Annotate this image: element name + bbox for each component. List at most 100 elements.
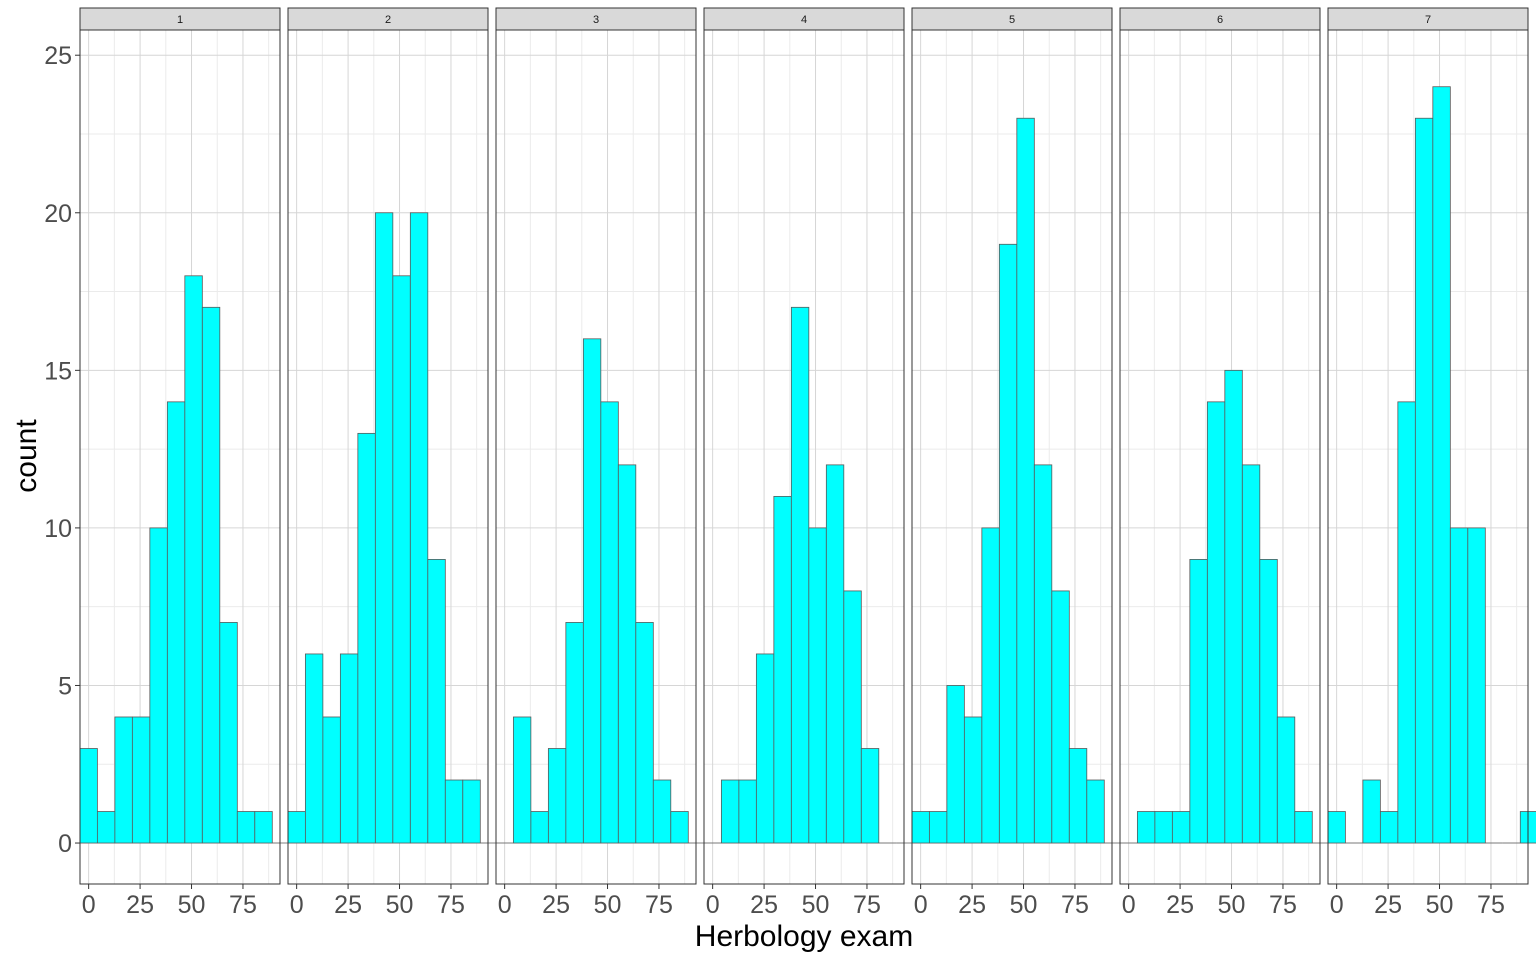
histogram-bar xyxy=(184,275,203,844)
x-tick-label: 0 xyxy=(914,891,928,919)
x-tick-label: 25 xyxy=(958,891,986,919)
histogram-bar xyxy=(79,748,98,844)
histogram-bar xyxy=(1136,811,1156,844)
histogram-bar xyxy=(357,432,376,844)
histogram-bar xyxy=(1033,464,1053,844)
x-tick-label: 50 xyxy=(386,891,414,919)
y-tick-label: 15 xyxy=(44,357,72,385)
x-tick-label: 50 xyxy=(1010,891,1038,919)
histogram-bar xyxy=(444,779,464,844)
histogram-bar xyxy=(392,275,411,844)
x-tick-label: 75 xyxy=(437,891,465,919)
x-tick-label: 25 xyxy=(750,891,778,919)
histogram-bar xyxy=(1016,117,1035,844)
y-tick-label: 0 xyxy=(58,830,72,858)
y-axis-title: count xyxy=(10,419,43,493)
histogram-bar xyxy=(1467,527,1486,844)
histogram-bar xyxy=(219,622,238,844)
histogram-bar xyxy=(998,243,1018,844)
facet-strip-label: 1 xyxy=(177,14,183,26)
histogram-bar xyxy=(201,306,221,844)
histogram-bar xyxy=(755,653,775,844)
histogram-bar xyxy=(1051,590,1070,844)
histogram-bar xyxy=(600,401,619,844)
x-tick-label: 50 xyxy=(802,891,830,919)
facet-strip-label: 5 xyxy=(1009,14,1015,26)
x-tick-label: 75 xyxy=(1477,891,1505,919)
histogram-bar xyxy=(1154,811,1173,844)
panel-border xyxy=(287,29,489,885)
facet-strip-label: 3 xyxy=(593,14,599,26)
facet-panel-7: 7 0 25 50 75 xyxy=(1327,7,1536,919)
histogram-bar xyxy=(409,212,429,844)
histogram-bar xyxy=(1449,527,1469,844)
x-tick-label: 75 xyxy=(645,891,673,919)
facet-panel-2: 2 0 25 50 75 xyxy=(287,7,498,919)
histogram-bar xyxy=(1432,86,1451,844)
panel-border xyxy=(1119,29,1321,885)
histogram-bar xyxy=(1206,401,1226,844)
histogram-bar xyxy=(1086,779,1105,844)
x-tick-label: 50 xyxy=(1218,891,1246,919)
histogram-bar xyxy=(652,779,672,844)
histogram-bar xyxy=(1379,811,1399,844)
histogram-bar xyxy=(565,622,584,844)
histogram-bar xyxy=(1189,559,1208,844)
facet-panel-6: 6 0 25 50 75 xyxy=(1119,7,1330,919)
histogram-bar xyxy=(1259,559,1278,844)
histogram-bar xyxy=(1397,401,1416,844)
facet-strip-label: 7 xyxy=(1425,14,1431,26)
x-tick-label: 0 xyxy=(82,891,96,919)
x-tick-label: 0 xyxy=(1122,891,1136,919)
x-tick-label: 75 xyxy=(1061,891,1089,919)
histogram-bar xyxy=(322,716,341,844)
histogram-bar xyxy=(808,527,827,844)
y-tick-label: 20 xyxy=(44,200,72,228)
panel-border xyxy=(1327,29,1529,885)
histogram-bar xyxy=(843,590,862,844)
x-tick-label: 50 xyxy=(1426,891,1454,919)
x-tick-label: 75 xyxy=(229,891,257,919)
histogram-bar xyxy=(860,748,880,844)
histogram-bar xyxy=(1327,811,1346,844)
histogram-bar xyxy=(1068,748,1088,844)
x-tick-label: 0 xyxy=(1330,891,1344,919)
y-tick-label: 25 xyxy=(44,42,72,70)
histogram-bar xyxy=(825,464,845,844)
histogram-bar xyxy=(963,716,983,844)
histogram-bar xyxy=(96,811,116,844)
panel-border xyxy=(79,29,281,885)
histogram-bar xyxy=(427,559,446,844)
histogram-bar xyxy=(773,495,792,844)
histogram-bar xyxy=(1294,811,1313,844)
facet-panel-1: 1 0 25 50 75 xyxy=(79,7,290,919)
histogram-bar xyxy=(670,811,689,844)
panel-border xyxy=(495,29,697,885)
histogram-bar xyxy=(1171,811,1191,844)
panel-border xyxy=(703,29,905,885)
histogram-bar xyxy=(981,527,1000,844)
x-tick-label: 25 xyxy=(334,891,362,919)
histogram-bar xyxy=(617,464,637,844)
facet-panel-3: 3 0 25 50 75 xyxy=(495,7,706,919)
facet-strip-label: 2 xyxy=(385,14,391,26)
histogram-bar xyxy=(946,685,965,844)
histogram-bar xyxy=(720,779,740,844)
histogram-bar xyxy=(582,338,602,844)
histogram-bar xyxy=(1241,464,1261,844)
histogram-bar xyxy=(462,779,481,844)
panel-border xyxy=(911,29,1113,885)
histogram-bar xyxy=(738,779,757,844)
x-tick-label: 25 xyxy=(126,891,154,919)
facet-panel-5: 50 25 50 75 xyxy=(911,7,1122,919)
histogram-bar xyxy=(131,716,151,844)
x-tick-label: 75 xyxy=(853,891,881,919)
histogram-bar xyxy=(1224,369,1243,844)
x-tick-label: 25 xyxy=(1374,891,1402,919)
histogram-bar xyxy=(166,401,186,844)
histogram-bar xyxy=(790,306,810,844)
y-tick-label: 10 xyxy=(44,515,72,543)
x-tick-label: 0 xyxy=(706,891,720,919)
x-axis-title: Herbology exam xyxy=(695,920,913,953)
